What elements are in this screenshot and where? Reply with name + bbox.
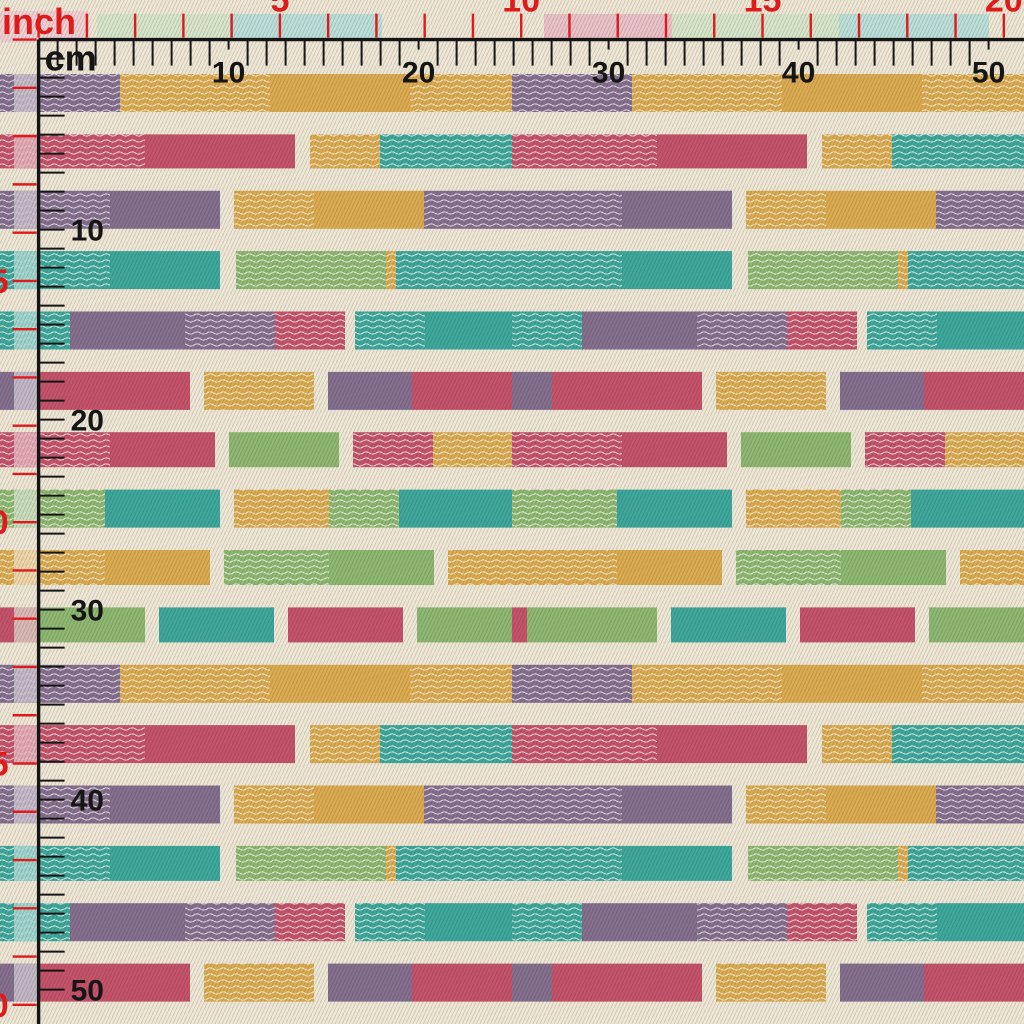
svg-text:10: 10 [71, 215, 104, 248]
svg-text:cm: cm [45, 38, 97, 79]
svg-text:inch: inch [2, 1, 76, 42]
svg-text:10: 10 [212, 57, 245, 90]
svg-text:10: 10 [0, 504, 9, 542]
svg-text:10: 10 [502, 0, 540, 20]
svg-text:40: 40 [782, 57, 815, 90]
svg-text:15: 15 [744, 0, 782, 20]
svg-text:30: 30 [592, 57, 625, 90]
svg-text:20: 20 [402, 57, 435, 90]
svg-text:20: 20 [0, 987, 9, 1024]
svg-text:50: 50 [71, 975, 104, 1008]
svg-text:30: 30 [71, 595, 104, 628]
svg-text:40: 40 [71, 785, 104, 818]
svg-text:15: 15 [0, 746, 9, 784]
svg-text:20: 20 [985, 0, 1023, 20]
svg-text:20: 20 [71, 405, 104, 438]
svg-text:5: 5 [270, 0, 289, 20]
svg-text:50: 50 [972, 57, 1005, 90]
svg-text:5: 5 [0, 263, 9, 301]
